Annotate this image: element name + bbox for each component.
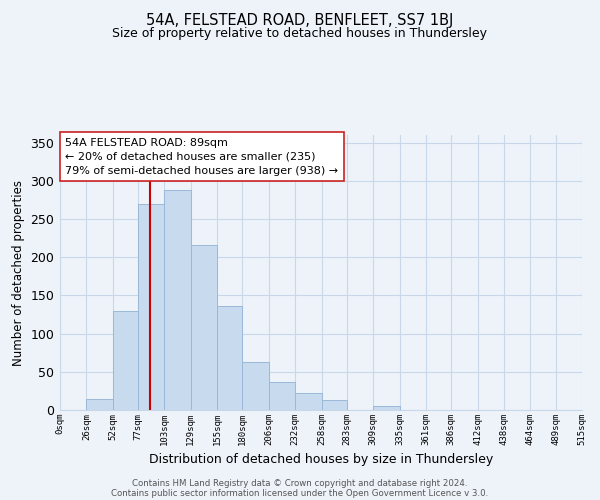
Text: Contains public sector information licensed under the Open Government Licence v : Contains public sector information licen… bbox=[112, 488, 488, 498]
Text: Size of property relative to detached houses in Thundersley: Size of property relative to detached ho… bbox=[113, 28, 487, 40]
Text: 54A, FELSTEAD ROAD, BENFLEET, SS7 1BJ: 54A, FELSTEAD ROAD, BENFLEET, SS7 1BJ bbox=[146, 12, 454, 28]
Bar bbox=[373, 406, 400, 410]
Bar bbox=[86, 400, 113, 410]
Bar bbox=[191, 245, 217, 410]
Bar bbox=[242, 362, 269, 410]
Y-axis label: Number of detached properties: Number of detached properties bbox=[12, 180, 25, 366]
Bar bbox=[322, 400, 347, 410]
Bar bbox=[113, 310, 138, 410]
Bar bbox=[164, 190, 191, 410]
Bar bbox=[295, 393, 322, 410]
X-axis label: Distribution of detached houses by size in Thundersley: Distribution of detached houses by size … bbox=[149, 454, 493, 466]
Text: Contains HM Land Registry data © Crown copyright and database right 2024.: Contains HM Land Registry data © Crown c… bbox=[132, 478, 468, 488]
Text: 54A FELSTEAD ROAD: 89sqm
← 20% of detached houses are smaller (235)
79% of semi-: 54A FELSTEAD ROAD: 89sqm ← 20% of detach… bbox=[65, 138, 338, 176]
Bar bbox=[269, 382, 295, 410]
Bar bbox=[138, 204, 164, 410]
Bar bbox=[217, 306, 242, 410]
